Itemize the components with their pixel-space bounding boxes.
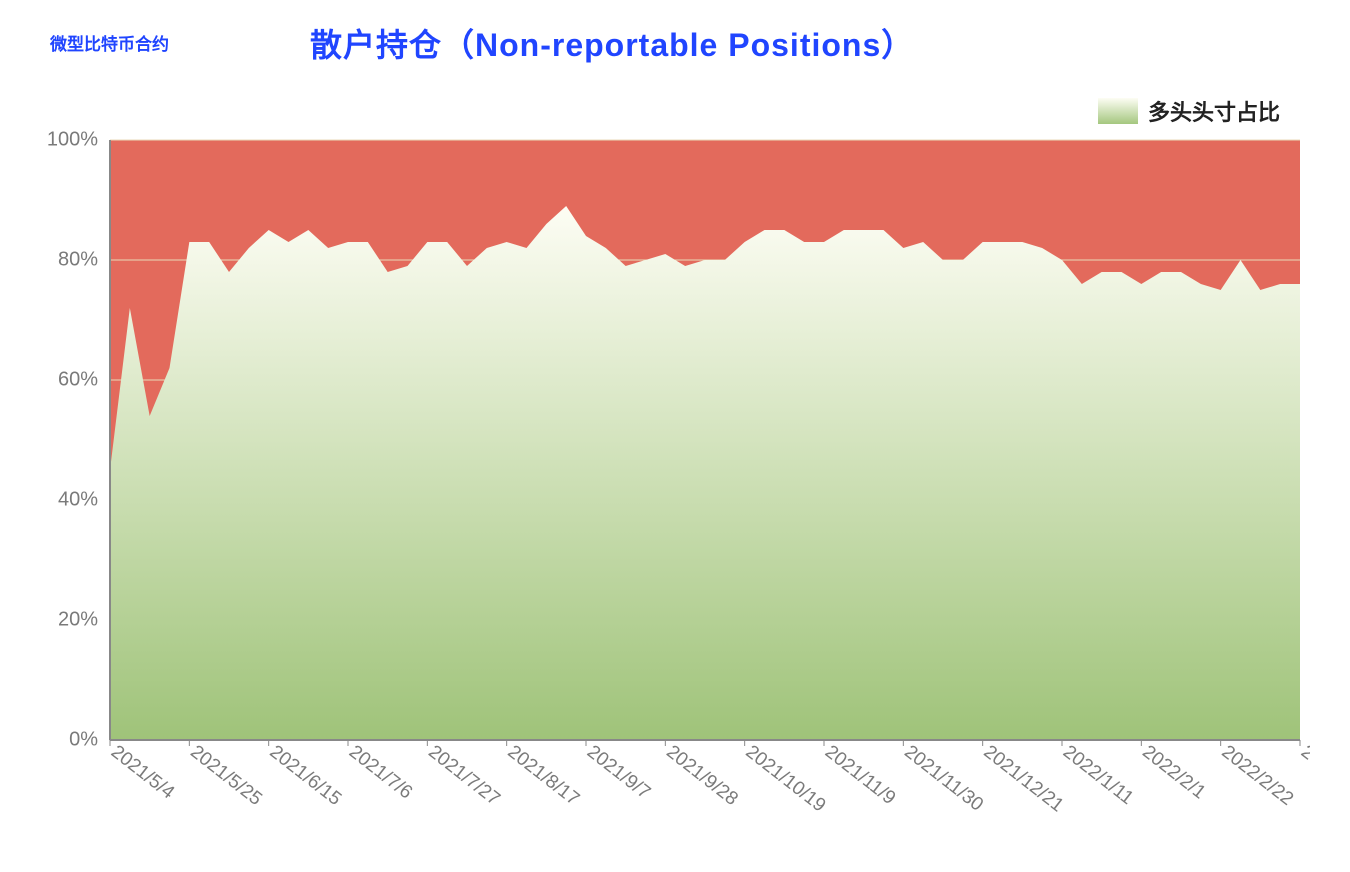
chart-title: 散户持仓（Non-reportable Positions） <box>310 20 914 66</box>
x-tick-label: 2021/5/4 <box>107 741 179 803</box>
x-tick-label: 2021/8/17 <box>504 741 584 810</box>
y-tick-label: 40% <box>58 488 98 510</box>
y-tick-label: 100% <box>47 130 98 150</box>
chart-subtitle: 微型比特币合约 <box>50 30 169 55</box>
x-tick-label: 2022/1/11 <box>1059 741 1137 809</box>
legend: 多头头寸占比 <box>1098 95 1280 127</box>
area-chart: 0%20%40%60%80%100%2021/5/42021/5/252021/… <box>40 130 1310 750</box>
legend-swatch <box>1098 98 1138 124</box>
y-tick-label: 20% <box>58 608 98 630</box>
y-tick-label: 60% <box>58 368 98 390</box>
x-tick-label: 2021/12/21 <box>980 741 1068 816</box>
x-tick-label: 2021/11/30 <box>900 741 987 815</box>
y-tick-label: 80% <box>58 248 98 270</box>
legend-label: 多头头寸占比 <box>1148 95 1280 127</box>
y-tick-label: 0% <box>69 728 98 750</box>
x-tick-label: 2021/10/19 <box>742 741 830 816</box>
x-tick-label: 2022/3/15 <box>1297 741 1310 810</box>
x-tick-label: 2021/5/25 <box>186 741 266 810</box>
x-tick-label: 2021/9/7 <box>583 741 654 803</box>
x-tick-label: 2021/6/15 <box>266 741 346 810</box>
x-tick-label: 2021/11/9 <box>821 741 899 809</box>
x-tick-label: 2022/2/1 <box>1138 741 1209 803</box>
x-tick-label: 2021/9/28 <box>662 741 742 810</box>
x-tick-label: 2021/7/27 <box>424 741 504 810</box>
x-tick-label: 2022/2/22 <box>1218 741 1298 810</box>
x-tick-label: 2021/7/6 <box>345 741 416 803</box>
